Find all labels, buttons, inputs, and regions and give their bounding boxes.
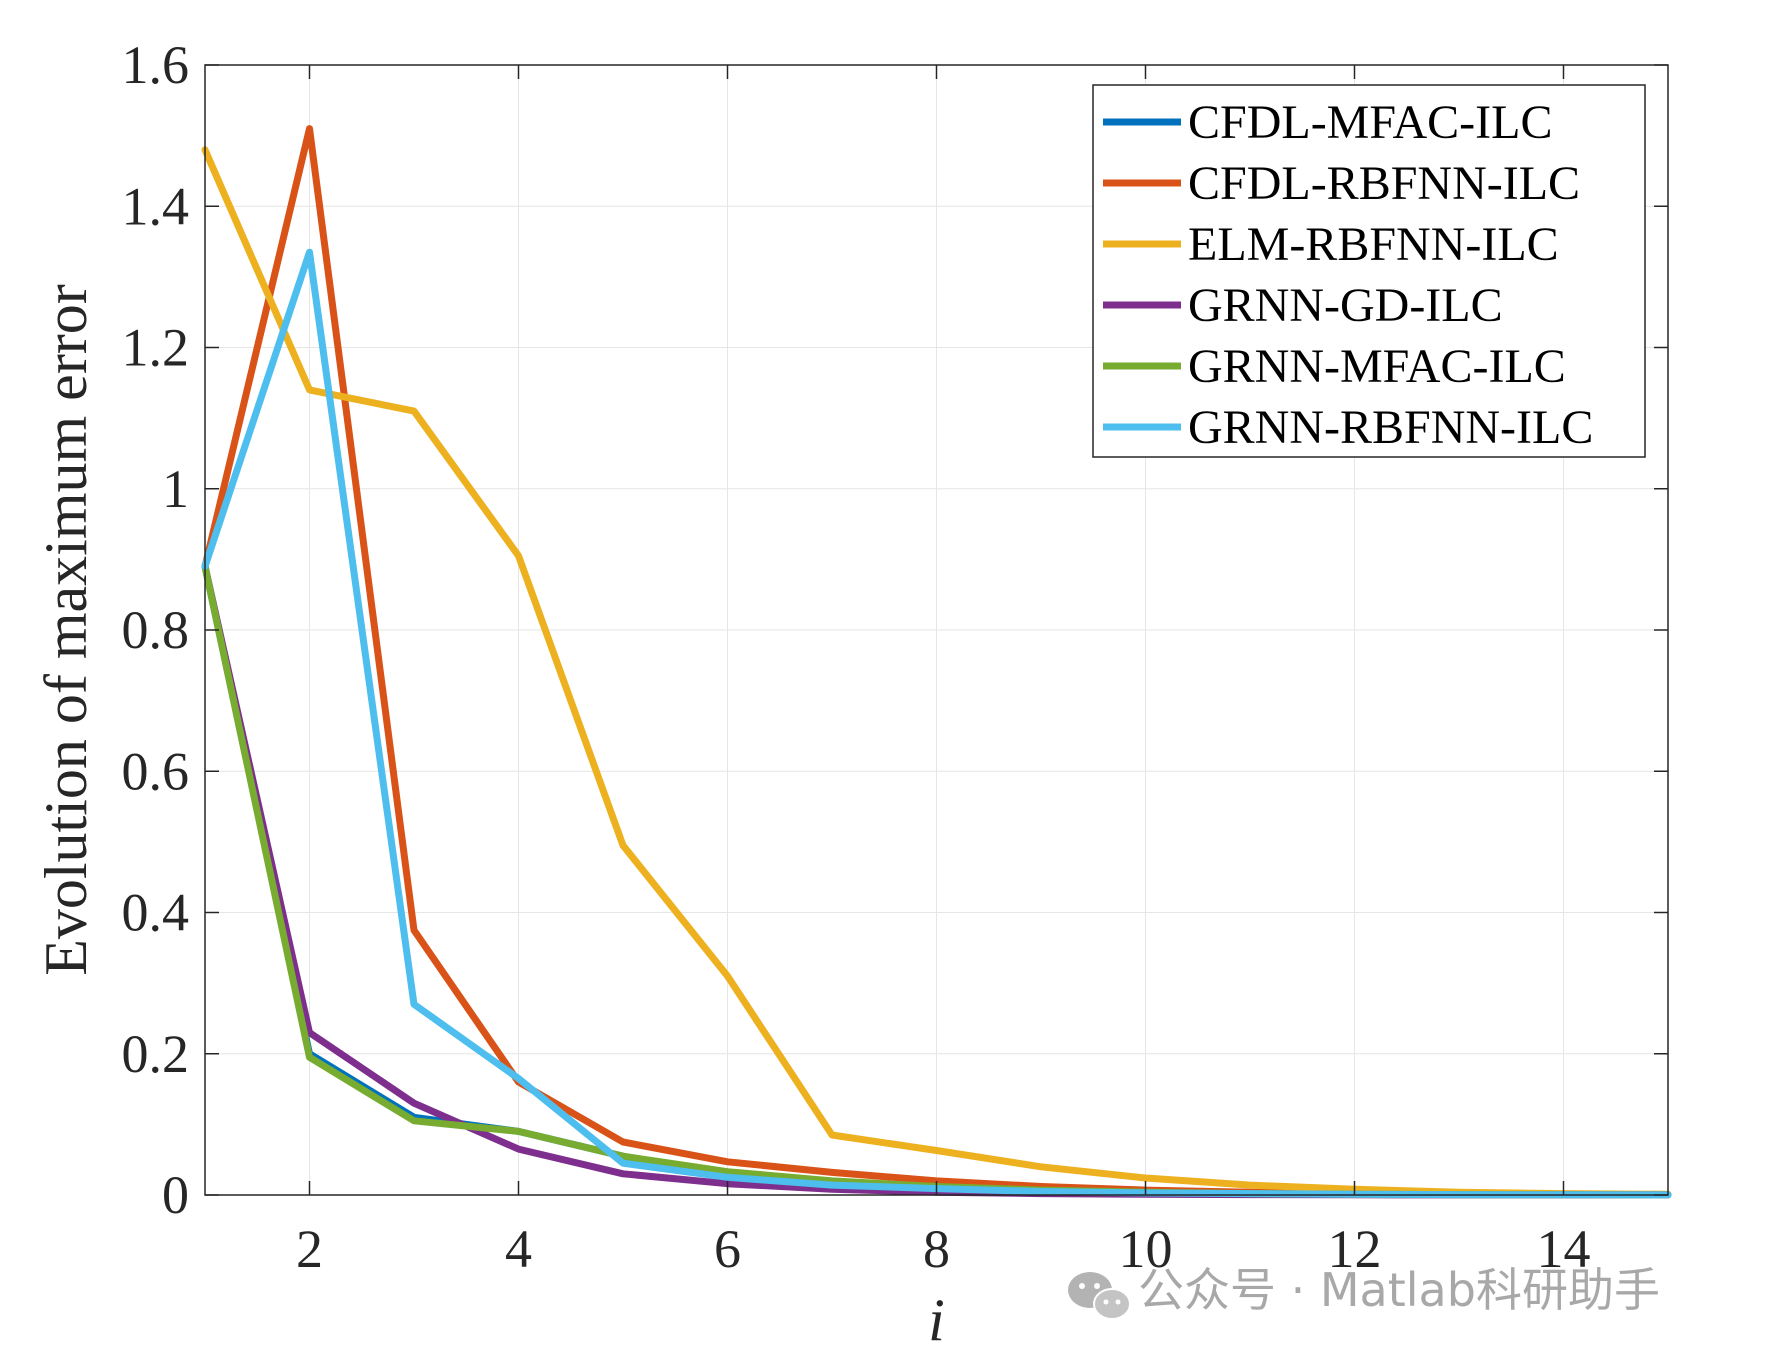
- y-tick-label: 0.6: [122, 741, 190, 801]
- legend: CFDL-MFAC-ILC CFDL-RBFNN-ILC ELM-RBFNN-ILC…: [1092, 84, 1646, 458]
- y-tick-label: 0.4: [122, 883, 190, 943]
- x-axis-label: i: [928, 1287, 945, 1353]
- x-tick-label: 2: [296, 1219, 323, 1279]
- x-tick-label: 4: [505, 1219, 532, 1279]
- x-tick-label: 6: [714, 1219, 741, 1279]
- legend-label: CFDL-RBFNN-ILC: [1188, 157, 1580, 210]
- x-tick-label: 12: [1328, 1219, 1382, 1279]
- x-tick-label: 8: [923, 1219, 950, 1279]
- legend-box: [1092, 84, 1646, 458]
- y-tick-label: 1.2: [122, 318, 190, 378]
- legend-label: GRNN-RBFNN-ILC: [1188, 401, 1593, 454]
- x-tick-label: 14: [1537, 1219, 1591, 1279]
- y-tick-label: 0: [162, 1165, 189, 1225]
- legend-label: GRNN-MFAC-ILC: [1188, 340, 1566, 393]
- watermark-text: 公众号 · Matlab科研助手: [1138, 1263, 1660, 1317]
- legend-label: ELM-RBFNN-ILC: [1188, 218, 1559, 271]
- y-tick-label: 0.8: [122, 600, 190, 660]
- y-tick-label: 1.4: [122, 176, 190, 236]
- wechat-icon: [1068, 1272, 1131, 1320]
- legend-label: CFDL-MFAC-ILC: [1188, 96, 1552, 149]
- tick-labels: 2 4 6 8 10 12 14 0 0.2 0.4 0.6 0.8 1 1.2 1.4 1.6: [122, 35, 1591, 1279]
- y-tick-label: 0.2: [122, 1024, 190, 1084]
- x-tick-label: 10: [1119, 1219, 1173, 1279]
- y-axis-label: Evolution of maximum error: [33, 284, 99, 976]
- y-tick-label: 1.6: [122, 35, 190, 95]
- ticks: [205, 64, 1668, 1196]
- watermark: 公众号 · Matlab科研助手: [1068, 1263, 1660, 1320]
- legend-label: GRNN-GD-ILC: [1188, 279, 1503, 332]
- y-tick-label: 1: [162, 459, 189, 519]
